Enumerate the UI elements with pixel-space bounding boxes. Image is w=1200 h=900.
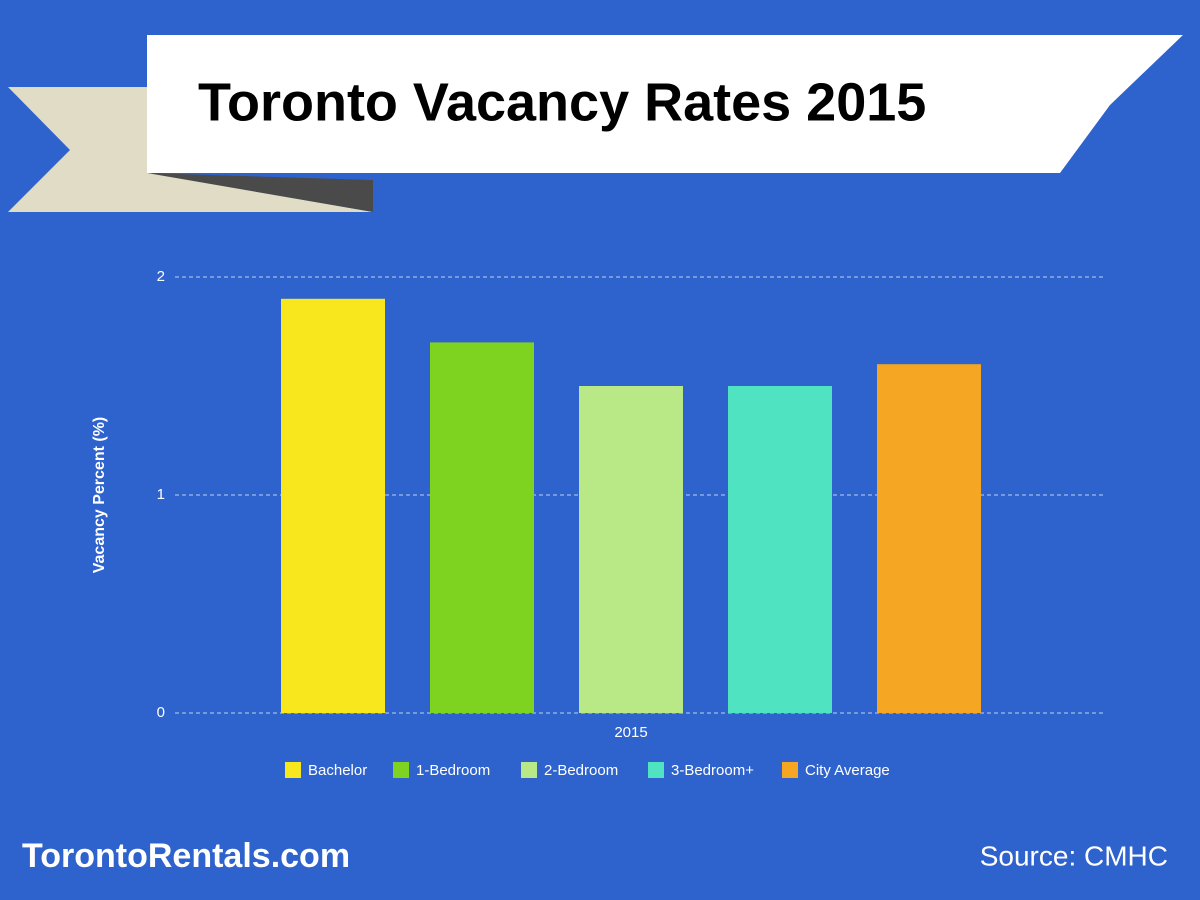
ribbon-tail [8, 87, 373, 212]
bar [877, 364, 981, 713]
legend-swatch [285, 762, 301, 778]
ribbon-fold [147, 173, 373, 212]
y-tick-label: 2 [157, 268, 165, 285]
legend-swatch [648, 762, 664, 778]
bar [579, 386, 683, 713]
legend-label: 1-Bedroom [416, 762, 490, 779]
legend-label: 2-Bedroom [544, 762, 618, 779]
y-tick-label: 1 [157, 486, 165, 503]
footer-source: Source: CMHC [980, 840, 1168, 871]
y-tick-label: 0 [157, 704, 165, 721]
x-tick-label: 2015 [614, 724, 647, 741]
legend-swatch [393, 762, 409, 778]
bar [728, 386, 832, 713]
legend-label: 3-Bedroom+ [671, 762, 754, 779]
bar [430, 342, 534, 713]
legend-swatch [521, 762, 537, 778]
ribbon-banner [147, 35, 1183, 173]
bar [281, 298, 385, 713]
legend-label: Bachelor [308, 762, 367, 779]
legend-swatch [782, 762, 798, 778]
chart-title: Toronto Vacancy Rates 2015 [198, 72, 926, 132]
y-axis-label: Vacancy Percent (%) [91, 417, 108, 574]
legend-label: City Average [805, 762, 890, 779]
footer-site: TorontoRentals.com [22, 837, 350, 875]
